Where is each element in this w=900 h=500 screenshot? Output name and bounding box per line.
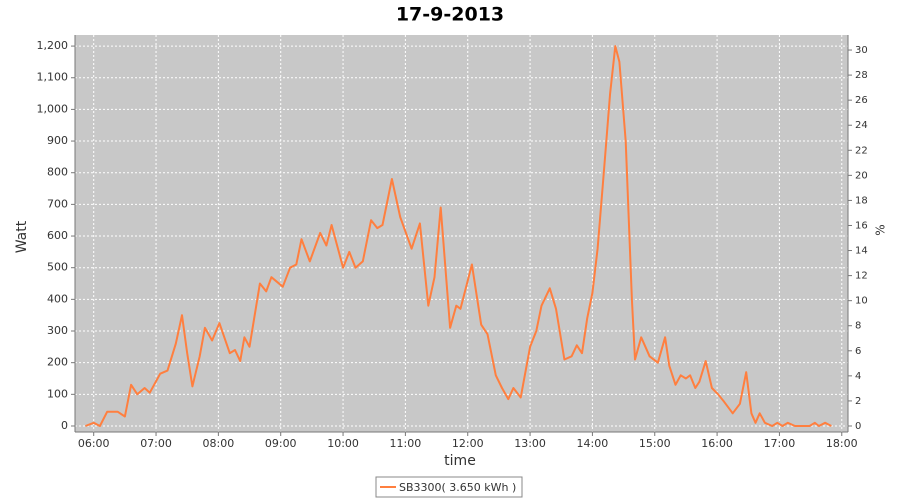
y-tick-label: 100 [47, 387, 68, 400]
y-tick-label: 300 [47, 324, 68, 337]
y2-tick-label: 18 [855, 195, 868, 206]
y-tick-label: 900 [47, 134, 68, 147]
y2-tick-label: 26 [855, 95, 868, 106]
y-tick-label: 200 [47, 356, 68, 369]
y2-tick-label: 14 [855, 246, 868, 257]
y2-tick-label: 20 [855, 170, 868, 181]
y2-axis-label: % [874, 224, 888, 235]
y2-tick-label: 0 [855, 421, 861, 432]
y-tick-label: 1,000 [37, 102, 69, 115]
x-tick-label: 16:00 [701, 437, 733, 450]
chart-title: 17-9-2013 [396, 4, 504, 26]
legend-label: SB3300( 3.650 kWh ) [399, 481, 516, 494]
y-tick-label: 800 [47, 166, 68, 179]
y2-tick-label: 10 [855, 296, 868, 307]
x-axis-label: time [444, 453, 476, 469]
y2-tick-label: 28 [855, 70, 868, 81]
y2-tick-label: 8 [855, 321, 861, 332]
y2-tick-label: 22 [855, 145, 868, 156]
y-tick-label: 700 [47, 197, 68, 210]
y2-tick-label: 4 [855, 371, 861, 382]
x-tick-label: 11:00 [390, 437, 422, 450]
y2-tick-label: 6 [855, 346, 861, 357]
x-tick-label: 10:00 [327, 437, 359, 450]
plot-area [75, 35, 848, 432]
y2-tick-label: 30 [855, 45, 868, 56]
x-tick-label: 14:00 [577, 437, 609, 450]
y2-tick-label: 2 [855, 396, 861, 407]
y-tick-label: 1,100 [37, 71, 69, 84]
x-tick-label: 12:00 [452, 437, 484, 450]
y-tick-label: 0 [61, 419, 68, 432]
x-tick-label: 18:00 [826, 437, 858, 450]
legend [375, 476, 523, 498]
y-tick-label: 500 [47, 261, 68, 274]
x-tick-label: 08:00 [203, 437, 235, 450]
y2-tick-label: 16 [855, 220, 868, 231]
y2-tick-label: 24 [855, 120, 868, 131]
x-tick-label: 09:00 [265, 437, 297, 450]
x-tick-label: 17:00 [764, 437, 796, 450]
x-tick-label: 13:00 [514, 437, 546, 450]
y2-tick-label: 12 [855, 271, 868, 282]
y-tick-label: 1,200 [37, 39, 69, 52]
x-tick-label: 07:00 [140, 437, 172, 450]
y-tick-label: 600 [47, 229, 68, 242]
series-line [85, 45, 832, 427]
y-tick-label: 400 [47, 292, 68, 305]
x-tick-label: 06:00 [78, 437, 110, 450]
x-tick-label: 15:00 [639, 437, 671, 450]
y-axis-label: Watt [14, 220, 30, 253]
